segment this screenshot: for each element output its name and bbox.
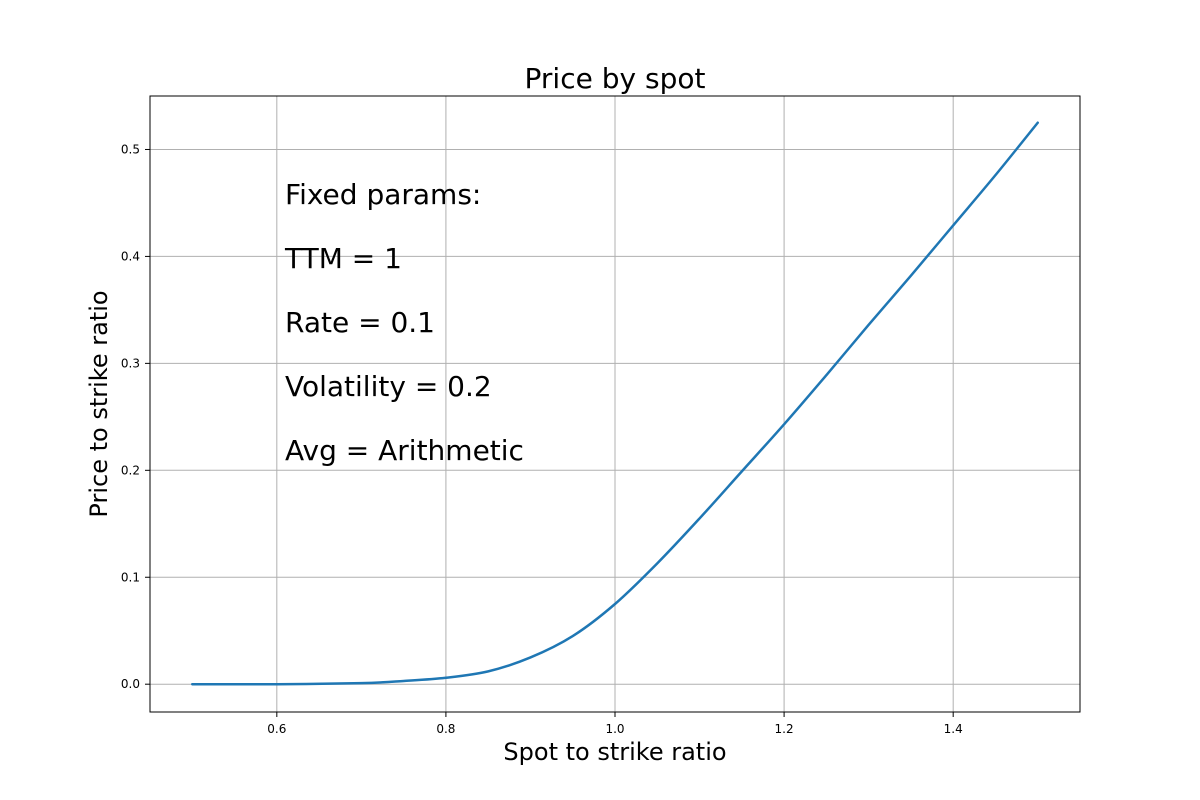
annotation-block: Fixed params: TTM = 1 Rate = 0.1 Volatil…	[284, 178, 524, 467]
y-tick-label: 0.3	[121, 356, 140, 370]
y-tick-label: 0.5	[121, 142, 140, 156]
x-tick-label: 1.0	[605, 722, 624, 736]
series-layer	[191, 121, 1039, 686]
x-axis-label: Spot to strike ratio	[503, 738, 726, 766]
chart-title: Price by spot	[525, 62, 706, 95]
series-line	[191, 121, 1039, 686]
x-tick-label: 1.2	[775, 722, 794, 736]
annotation-rate: Rate = 0.1	[285, 306, 435, 339]
y-tick-label: 0.4	[121, 249, 140, 263]
y-tick-label: 0.0	[121, 677, 140, 691]
y-tick-label: 0.1	[121, 570, 140, 584]
y-axis-label: Price to strike ratio	[85, 290, 113, 517]
annotation-volatility: Volatility = 0.2	[285, 370, 492, 403]
x-tick-label: 0.8	[436, 722, 455, 736]
tick-layer: 0.6 0.8 1.0 1.2 1.4 0.0 0.1 0.2 0.3 0.4 0.5	[121, 142, 963, 736]
annotation-avg: Avg = Arithmetic	[285, 434, 524, 467]
annotation-heading: Fixed params:	[285, 178, 481, 211]
annotation-ttm: TTM = 1	[284, 242, 402, 275]
y-tick-label: 0.2	[121, 463, 140, 477]
x-tick-label: 1.4	[944, 722, 963, 736]
x-tick-label: 0.6	[267, 722, 286, 736]
